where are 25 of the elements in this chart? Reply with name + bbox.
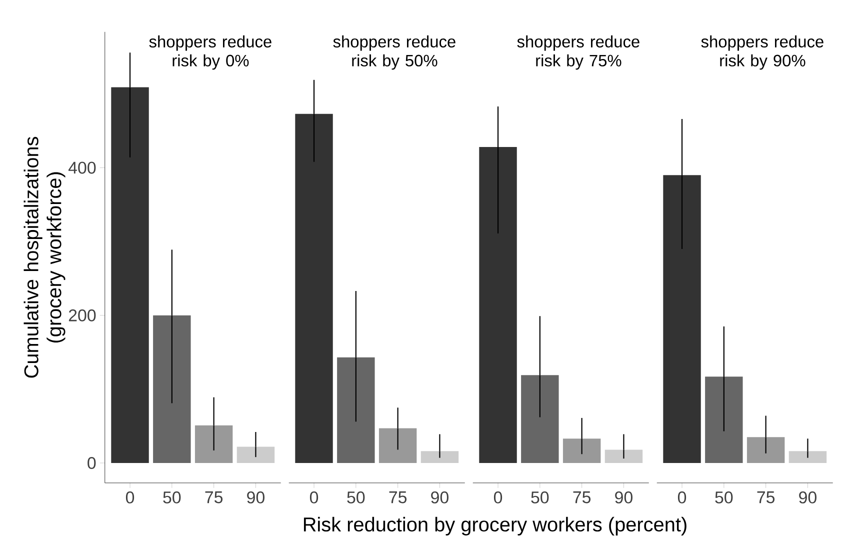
x-tick-label: 90 bbox=[247, 491, 264, 504]
x-tick-label: 75 bbox=[205, 491, 223, 504]
y-tick-label: 400 bbox=[68, 162, 96, 174]
x-tick-label: 75 bbox=[573, 491, 591, 504]
x-tick-label: 50 bbox=[715, 491, 733, 504]
y-axis-title: Cumulative hospitalizations (grocery workforce) bbox=[24, 136, 66, 378]
chart-title: shoppers reduce risk by 90% bbox=[701, 35, 824, 70]
x-tick-label: 75 bbox=[757, 491, 775, 504]
x-tick-label: 90 bbox=[799, 491, 816, 504]
y-tick-label: 200 bbox=[68, 309, 96, 322]
chart-title: shoppers reduce risk by 75% bbox=[517, 35, 640, 70]
x-tick-label: 0 bbox=[310, 491, 318, 504]
x-tick-label: 50 bbox=[531, 491, 549, 504]
x-tick-label: 90 bbox=[431, 491, 448, 504]
x-tick-label: 0 bbox=[126, 491, 134, 504]
x-tick-label: 50 bbox=[163, 491, 181, 504]
y-tick-label: 0 bbox=[88, 456, 96, 469]
chart-title: shoppers reduce risk by 50% bbox=[333, 35, 456, 70]
text: shoppers reduce risk by 0% bbox=[149, 35, 272, 70]
x-tick-label: 50 bbox=[347, 491, 365, 504]
x-tick-label: 75 bbox=[389, 491, 407, 504]
x-axis-title: Risk reduction by grocery workers (percent) bbox=[304, 516, 686, 536]
x-tick-label: 90 bbox=[615, 491, 632, 504]
x-tick-label: 0 bbox=[494, 491, 502, 504]
x-tick-label: 0 bbox=[678, 491, 686, 504]
